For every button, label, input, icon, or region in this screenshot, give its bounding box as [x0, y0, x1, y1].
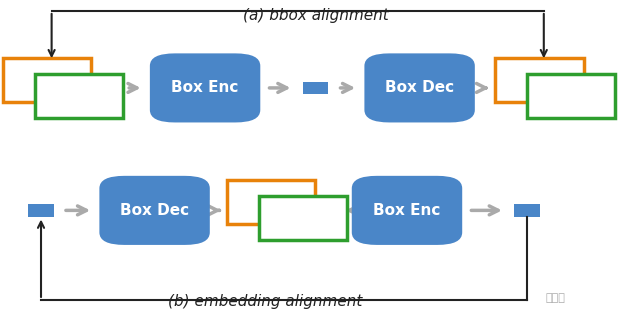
FancyBboxPatch shape [365, 53, 475, 122]
Text: Box Enc: Box Enc [374, 203, 440, 218]
Text: (b) embedding alignment: (b) embedding alignment [168, 294, 362, 309]
Bar [28, 204, 54, 217]
Text: (a) bbox alignment: (a) bbox alignment [243, 8, 388, 23]
Text: Box Dec: Box Dec [120, 203, 189, 218]
FancyBboxPatch shape [352, 176, 462, 245]
Bar [259, 196, 347, 240]
Bar [495, 58, 584, 102]
Bar [35, 74, 123, 118]
Text: 量子位: 量子位 [545, 293, 565, 303]
Bar [527, 74, 615, 118]
FancyBboxPatch shape [150, 53, 260, 122]
Bar [3, 58, 91, 102]
Bar [303, 82, 328, 94]
Bar [227, 181, 316, 225]
FancyBboxPatch shape [100, 176, 209, 245]
Text: Box Dec: Box Dec [385, 80, 454, 95]
Bar [514, 204, 540, 217]
Text: Box Enc: Box Enc [172, 80, 239, 95]
